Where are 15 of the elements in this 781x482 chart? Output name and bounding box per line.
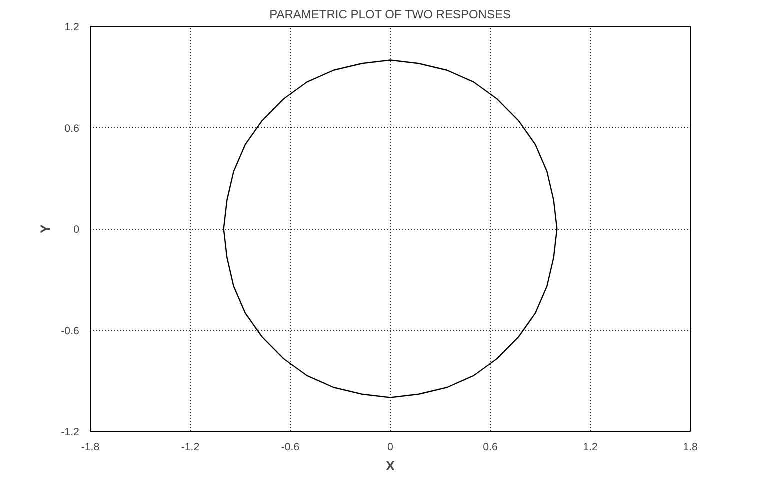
x-axis-title: X bbox=[386, 458, 396, 474]
y-axis-title: Y bbox=[38, 224, 54, 234]
y-tick-label: -1.2 bbox=[61, 426, 80, 438]
y-tick-label: 1.2 bbox=[64, 22, 80, 34]
x-tick-label: -1.2 bbox=[181, 442, 200, 454]
x-tick-label: 0 bbox=[388, 442, 394, 454]
x-tick-label: 0.6 bbox=[483, 442, 498, 454]
x-tick-label: 1.2 bbox=[583, 442, 598, 454]
chart-title: PARAMETRIC PLOT OF TWO RESPONSES bbox=[270, 8, 511, 22]
y-tick-label: -0.6 bbox=[61, 325, 80, 338]
x-tick-label: 1.8 bbox=[683, 442, 698, 454]
y-tick-label: 0 bbox=[74, 224, 80, 236]
x-tick-label: -1.8 bbox=[81, 442, 100, 454]
x-tick-label: -0.6 bbox=[281, 442, 300, 454]
y-tick-label: 0.6 bbox=[64, 122, 80, 135]
